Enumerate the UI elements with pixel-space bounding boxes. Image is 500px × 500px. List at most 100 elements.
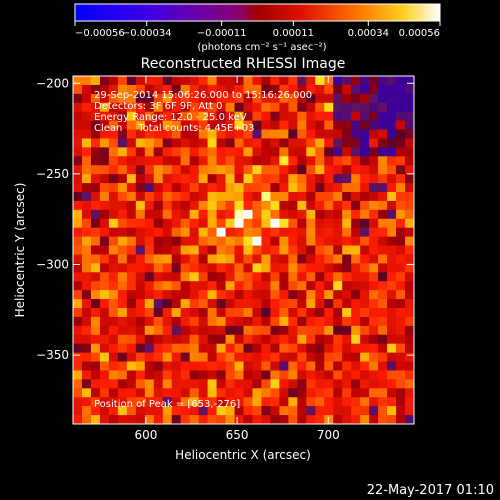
heatmap-cell: [324, 290, 334, 300]
heatmap-cell: [207, 245, 218, 256]
heatmap-cell: [405, 325, 414, 336]
heatmap-cell: [81, 84, 92, 95]
heatmap-cell: [261, 281, 272, 291]
heatmap-cell: [306, 200, 316, 211]
heatmap-cell: [360, 156, 370, 166]
heatmap-cell: [153, 263, 164, 273]
heatmap-cell: [108, 174, 119, 184]
heatmap-cell: [135, 397, 146, 407]
heatmap-cell: [378, 227, 388, 238]
heatmap-cell: [99, 254, 110, 264]
heatmap-cell: [306, 308, 316, 318]
heatmap-cell: [360, 352, 370, 363]
heatmap-cell: [315, 111, 325, 122]
heatmap-cell: [90, 156, 101, 166]
heatmap-cell: [73, 334, 83, 345]
heatmap-cell: [270, 245, 280, 256]
heatmap-cell: [297, 245, 307, 256]
heatmap-cell: [279, 415, 289, 424]
heatmap-cell: [369, 76, 379, 86]
heatmap-cell: [261, 263, 272, 273]
heatmap-cell: [189, 93, 200, 104]
heatmap-cell: [162, 138, 173, 148]
heatmap-cell: [306, 281, 316, 291]
heatmap-cell: [198, 138, 209, 148]
heatmap-cell: [306, 174, 316, 184]
heatmap-cell: [135, 183, 146, 193]
heatmap-cell: [360, 147, 370, 157]
heatmap-cell: [198, 388, 209, 398]
heatmap-cell: [369, 236, 379, 247]
heatmap-cell: [252, 218, 263, 229]
heatmap-cell: [171, 129, 182, 140]
heatmap-cell: [369, 290, 379, 300]
heatmap-cell: [216, 236, 227, 247]
heatmap-cell: [153, 120, 164, 131]
heatmap-cell: [243, 334, 254, 345]
heatmap-cell: [126, 272, 137, 282]
heatmap-cell: [81, 183, 92, 193]
heatmap-cell: [378, 84, 388, 95]
heatmap-cell: [315, 147, 325, 157]
heatmap-cell: [297, 76, 307, 86]
heatmap-cell: [369, 263, 379, 273]
heatmap-cell: [405, 272, 414, 282]
heatmap-cell: [198, 236, 209, 247]
heatmap-cell: [216, 388, 227, 398]
heatmap-cell: [279, 174, 289, 184]
heatmap-cell: [333, 76, 343, 86]
heatmap-cell: [396, 183, 406, 193]
heatmap-cell: [73, 370, 83, 380]
heatmap-cell: [252, 334, 263, 345]
heatmap-cell: [261, 76, 272, 86]
heatmap-cell: [369, 174, 379, 184]
heatmap-cell: [135, 84, 146, 95]
heatmap-cell: [387, 156, 397, 166]
heatmap-cell: [243, 138, 254, 148]
heatmap-cell: [171, 245, 182, 256]
heatmap-cell: [351, 120, 361, 131]
heatmap-cell: [351, 352, 361, 363]
heatmap-cell: [207, 308, 218, 318]
heatmap-cell: [270, 406, 280, 416]
heatmap-cell: [162, 111, 173, 122]
heatmap-cell: [198, 361, 209, 372]
heatmap-cell: [135, 325, 146, 336]
heatmap-cell: [73, 343, 83, 354]
heatmap-cell: [279, 245, 289, 256]
heatmap-cell: [162, 361, 173, 372]
heatmap-cell: [171, 370, 182, 380]
heatmap-cell: [243, 388, 254, 398]
x-tick-label: 700: [317, 428, 340, 442]
heatmap-cell: [108, 120, 119, 131]
heatmap-cell: [342, 93, 352, 104]
heatmap-cell: [108, 272, 119, 282]
heatmap-cell: [81, 102, 92, 113]
plot-frame: [72, 75, 415, 425]
heatmap-cell: [369, 227, 379, 238]
heatmap-cell: [126, 156, 137, 166]
heatmap-cell: [144, 236, 155, 247]
heatmap-cell: [225, 352, 236, 363]
heatmap-cell: [378, 192, 388, 202]
heatmap-cell: [90, 165, 101, 175]
heatmap-cell: [144, 263, 155, 273]
heatmap-cell: [333, 397, 343, 407]
colorbar-tick-label: −0.00034: [122, 28, 172, 39]
heatmap-cell: [315, 200, 325, 211]
heatmap-cell: [270, 209, 280, 220]
heatmap-cell: [153, 308, 164, 318]
heatmap-cell: [153, 218, 164, 229]
annotation-time: 29-Sep-2014 15:06:26.000 to 15:16:26.000: [94, 90, 312, 101]
heatmap-cell: [270, 388, 280, 398]
heatmap-cell: [108, 397, 119, 407]
heatmap-cell: [396, 174, 406, 184]
heatmap-cell: [288, 334, 298, 345]
heatmap-cell: [342, 245, 352, 256]
heatmap-cell: [252, 272, 263, 282]
heatmap-cell: [252, 308, 263, 318]
heatmap-cell: [288, 272, 298, 282]
heatmap-cell: [315, 343, 325, 354]
heatmap-cell: [315, 236, 325, 247]
heatmap-cell: [216, 165, 227, 175]
